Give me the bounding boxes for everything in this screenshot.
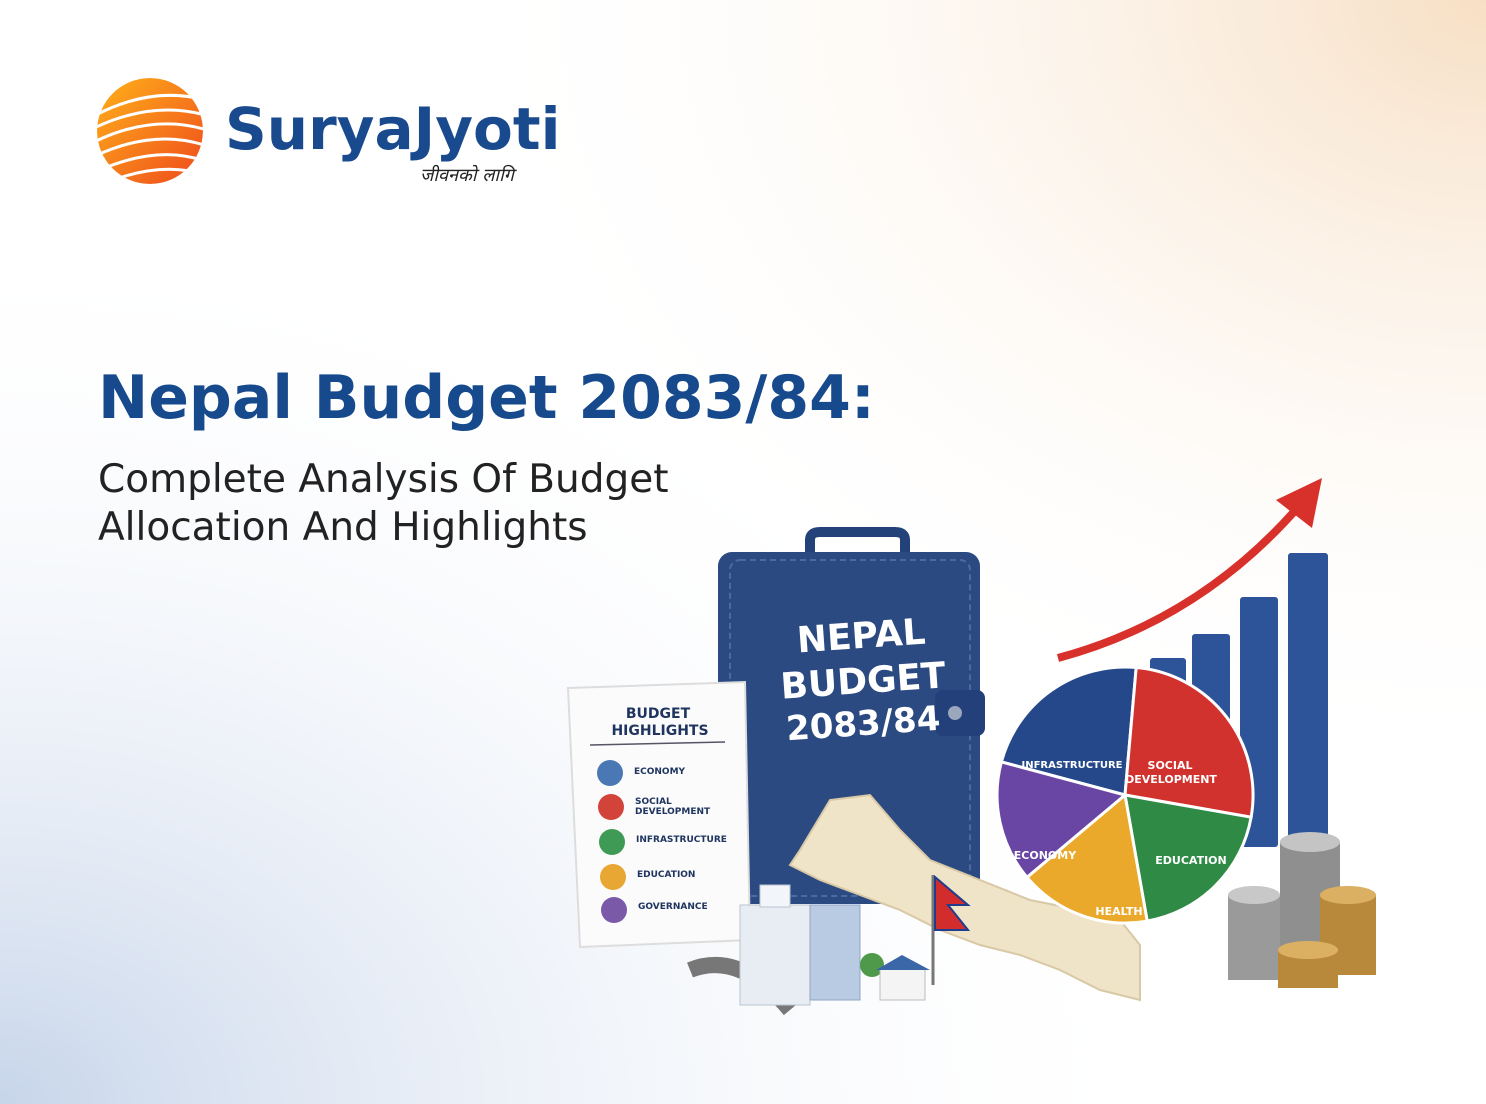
card-item: SOCIAL [635, 797, 672, 807]
pie-label: INFRASTRUCTURE [1021, 760, 1122, 771]
buildings [687, 884, 930, 1016]
card-text: BUDGET HIGHLIGHTS ECONOMY SOCIAL DEVELOP… [611, 706, 726, 912]
card-title: BUDGET [626, 706, 691, 722]
card-item: INFRASTRUCTURE [636, 835, 727, 845]
logo-name: SuryaJyoti [225, 95, 560, 163]
pie-label: SOCIAL [1148, 759, 1193, 772]
card-item: EDUCATION [637, 870, 695, 880]
card-item: DEVELOPMENT [635, 807, 711, 817]
pie-label: EDUCATION [1155, 854, 1226, 867]
book-title: NEPAL [796, 612, 927, 662]
pie-label: ECONOMY [1014, 849, 1077, 862]
card-item: GOVERNANCE [638, 902, 708, 912]
pie-label: HEALTH [1095, 905, 1142, 918]
card-item: ECONOMY [634, 767, 686, 777]
pie-label: DEVELOPMENT [1125, 773, 1217, 786]
nepal-map [788, 793, 1141, 1002]
trend-arrow-head [1276, 478, 1322, 528]
coins [1228, 832, 1376, 988]
headline-title: Nepal Budget 2083/84: [98, 363, 875, 433]
highlights-card [566, 680, 752, 949]
headline-subtitle: Complete Analysis Of Budget [98, 457, 669, 502]
pie-graphic [995, 665, 1255, 925]
logo-mark [97, 78, 203, 184]
flag [934, 874, 971, 931]
headline-subtitle: Allocation And Highlights [98, 505, 588, 550]
card-title: HIGHLIGHTS [611, 723, 708, 739]
logo-tagline: जीवनको लागि [420, 164, 518, 186]
budget-book [718, 527, 985, 904]
trend-arrow [1056, 502, 1304, 662]
